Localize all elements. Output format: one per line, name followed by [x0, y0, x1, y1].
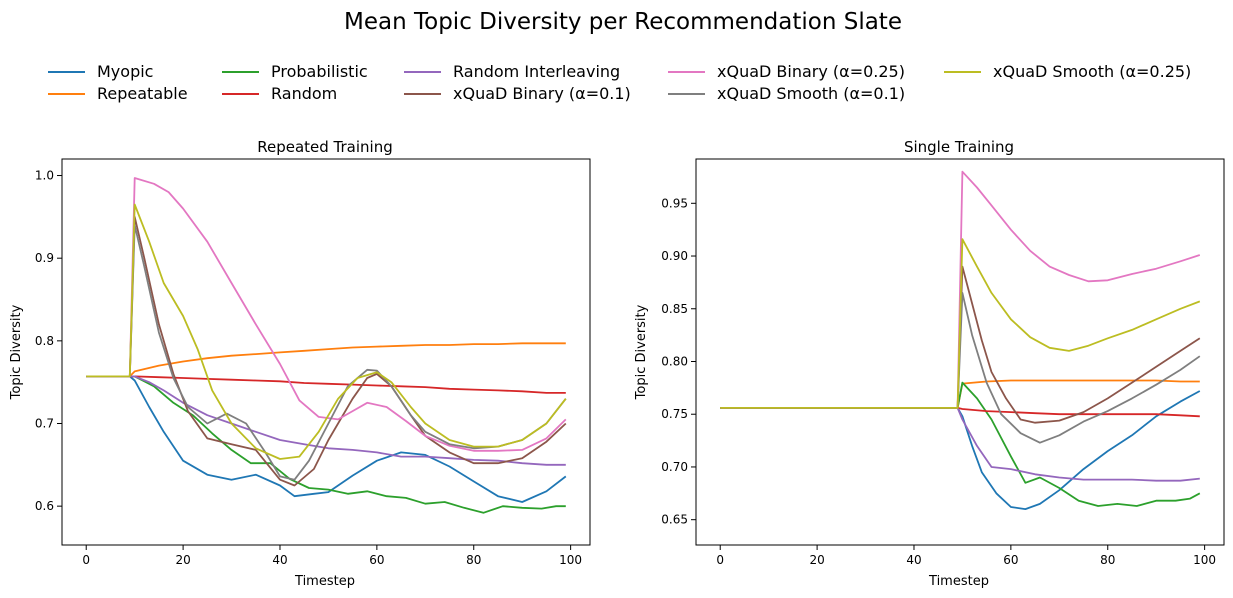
- x-tick-label: 60: [1003, 553, 1018, 567]
- x-tick-label: 100: [1193, 553, 1216, 567]
- series-line-xquad-binary-0-25: [86, 177, 567, 452]
- y-tick-label: 0.65: [661, 513, 688, 527]
- y-tick-label: 0.8: [35, 334, 54, 348]
- series-line-repeatable: [86, 342, 566, 378]
- svg-text:xQuaD Smooth (α=0.25): xQuaD Smooth (α=0.25): [993, 62, 1191, 81]
- legend-entry: xQuaD Binary (α=0.25): [668, 62, 905, 81]
- x-tick-label: 100: [559, 553, 582, 567]
- series-line-myopic: [720, 390, 1201, 511]
- series-line-random-interleaving: [86, 375, 566, 466]
- legend-entry: Repeatable: [48, 84, 188, 103]
- subplot-repeated-training: Repeated Training 0 20 40 60 80 1000.60.70.80…: [9, 138, 591, 589]
- y-tick-label: 0.70: [661, 460, 688, 474]
- y-tick-label: 0.90: [661, 249, 688, 263]
- y-tick-label: 0.75: [661, 407, 688, 421]
- series-line-random-interleaving: [720, 406, 1200, 482]
- series-line-xquad-smooth-0-1: [86, 224, 567, 481]
- y-axis-label: Topic Diversity: [9, 304, 24, 400]
- axes-frame: [61, 158, 591, 546]
- series-line-xquad-smooth-0-25: [720, 238, 1201, 409]
- plot-area: 0 20 40 60 80 100 0.6 0.7 0.8 0.9 1.0: [35, 158, 591, 567]
- x-tick-label: 80: [1100, 553, 1115, 567]
- series-line-random: [86, 375, 566, 394]
- series-line-myopic: [86, 375, 567, 503]
- x-tick-label: 0: [82, 553, 90, 567]
- series-line-xquad-smooth-0-1: [720, 291, 1201, 444]
- svg-text:Random Interleaving: Random Interleaving: [453, 62, 620, 81]
- series-line-xquad-binary-0-25: [720, 170, 1201, 409]
- subplot-single-training: Single Training 0 20 40 60 80 100 0.65 0.70 0.75…: [634, 138, 1225, 589]
- x-tick-label: 60: [369, 553, 384, 567]
- x-tick-label: 0: [716, 553, 724, 567]
- legend-entry: Myopic: [48, 62, 153, 81]
- svg-text:xQuaD Binary (α=0.25): xQuaD Binary (α=0.25): [717, 62, 905, 81]
- x-tick-label: 20: [809, 553, 824, 567]
- x-tick-label: 40: [272, 553, 287, 567]
- y-tick-label: 0.80: [661, 354, 688, 368]
- y-axis-label: Topic Diversity: [634, 304, 649, 400]
- svg-text:Myopic: Myopic: [97, 62, 153, 81]
- x-axis-label: Timestep: [294, 574, 355, 589]
- x-tick-label: 80: [466, 553, 481, 567]
- svg-text:Random: Random: [271, 84, 337, 103]
- legend-entry: Random: [222, 84, 337, 103]
- legend: Myopic Repeatable Probabilistic Random R…: [48, 62, 1191, 103]
- series-line-random: [720, 406, 1200, 418]
- legend-entry: xQuaD Smooth (α=0.1): [668, 84, 905, 103]
- svg-text:Probabilistic: Probabilistic: [271, 62, 368, 81]
- legend-entry: xQuaD Smooth (α=0.25): [944, 62, 1191, 81]
- x-axis-label: Timestep: [928, 574, 989, 589]
- x-tick-label: 20: [175, 553, 190, 567]
- series-line-xquad-binary-0-1: [86, 215, 567, 487]
- y-tick-label: 0.6: [35, 499, 54, 513]
- x-tick-label: 40: [906, 553, 921, 567]
- legend-entry: Random Interleaving: [404, 62, 620, 81]
- figure-title: Mean Topic Diversity per Recommendation …: [344, 9, 902, 35]
- y-tick-label: 1.0: [35, 169, 54, 183]
- y-tick-label: 0.95: [661, 196, 688, 210]
- svg-text:xQuaD Binary (α=0.1): xQuaD Binary (α=0.1): [453, 84, 631, 103]
- svg-text:xQuaD Smooth (α=0.1): xQuaD Smooth (α=0.1): [717, 84, 905, 103]
- y-tick-label: 0.7: [35, 416, 54, 430]
- axes-frame: [695, 158, 1225, 546]
- subplot-title: Single Training: [904, 138, 1014, 156]
- subplot-title: Repeated Training: [257, 138, 393, 156]
- series-line-probabilistic: [86, 375, 566, 514]
- y-tick-label: 0.85: [661, 302, 688, 316]
- series-line-xquad-binary-0-1: [720, 265, 1201, 424]
- series-line-xquad-smooth-0-25: [86, 203, 567, 460]
- series-line-probabilistic: [720, 381, 1201, 507]
- plot-area: 0 20 40 60 80 100 0.65 0.70 0.75 0.80 0.85 0.90 0.95: [661, 158, 1225, 567]
- svg-text:Repeatable: Repeatable: [97, 84, 188, 103]
- legend-entry: Probabilistic: [222, 62, 368, 81]
- y-tick-label: 0.9: [35, 251, 54, 265]
- legend-entry: xQuaD Binary (α=0.1): [404, 84, 631, 103]
